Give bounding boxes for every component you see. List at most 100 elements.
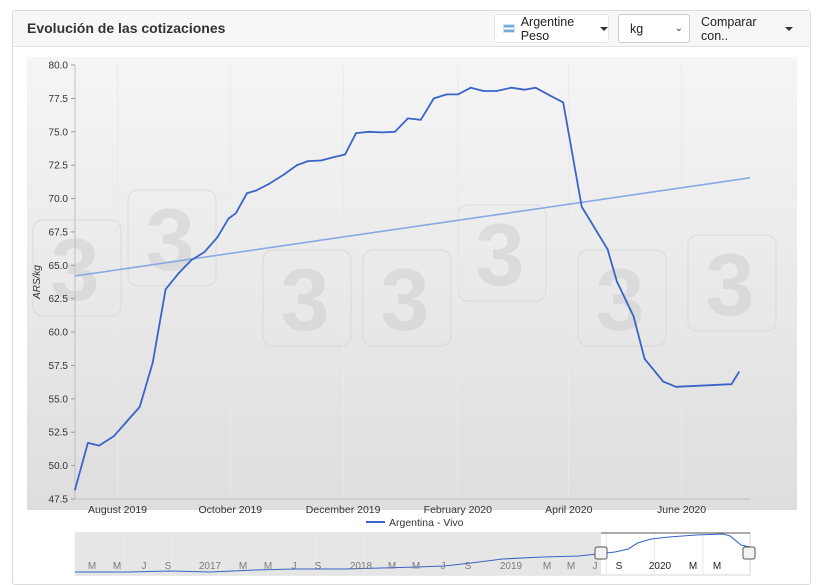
data-point xyxy=(738,371,740,374)
x-tick-label: June 2020 xyxy=(657,504,706,516)
data-point xyxy=(74,488,76,491)
unit-value: kg xyxy=(630,21,644,36)
plot-background xyxy=(27,57,797,510)
x-tick-label: February 2020 xyxy=(424,504,492,516)
navigator-series xyxy=(75,533,751,573)
data-point xyxy=(523,88,526,91)
watermark-logos: 3 33 3 3 3 3 xyxy=(32,189,777,349)
data-point xyxy=(216,236,219,239)
navigator-label: 2018 xyxy=(350,561,373,572)
watermark-frame xyxy=(577,249,667,347)
data-point xyxy=(368,130,370,133)
data-point xyxy=(394,130,396,133)
data-point xyxy=(534,86,537,89)
data-point xyxy=(549,94,552,97)
navigator-label: J xyxy=(142,561,147,572)
data-point xyxy=(662,380,664,383)
y-tick-label: 72.5 xyxy=(49,161,69,172)
data-point xyxy=(255,189,258,192)
data-point xyxy=(495,90,498,92)
navigator-label: 2017 xyxy=(199,561,222,572)
data-point xyxy=(151,361,154,364)
navigator: M M J S 2017 M M J S 2018 M M J S 2019 M M J S 2020 M M xyxy=(74,532,756,576)
data-point xyxy=(320,159,322,162)
y-tick-label: 75.0 xyxy=(49,127,69,138)
navigator-label: M xyxy=(264,561,272,572)
data-point xyxy=(138,405,141,408)
navigator-label: M xyxy=(88,561,96,572)
caret-down-icon xyxy=(600,26,608,31)
y-tick-label: 80.0 xyxy=(49,61,69,72)
x-tick-label: April 2020 xyxy=(545,504,592,516)
navigator-label: M xyxy=(113,561,121,572)
data-point xyxy=(632,315,635,317)
navigator-label: 2020 xyxy=(649,561,672,572)
watermark-logo-glyph: 3 xyxy=(281,250,330,349)
data-point xyxy=(98,444,100,447)
y-tick-label: 50.0 xyxy=(49,461,69,472)
compare-label: Comparar con.. xyxy=(701,14,757,43)
data-point xyxy=(355,132,357,135)
y-tick-label: 47.5 xyxy=(49,495,69,506)
currency-label: Argentine Peso xyxy=(520,14,575,43)
unit-select[interactable]: kg ⌄ xyxy=(618,14,690,43)
y-tick-label: 70.0 xyxy=(49,194,69,205)
navigator-label: M xyxy=(388,561,396,572)
data-point xyxy=(268,182,271,185)
y-tick-label: 55.0 xyxy=(49,394,69,405)
data-point xyxy=(675,385,677,388)
watermark-logo-glyph: 3 xyxy=(476,205,525,304)
x-tick-label: October 2019 xyxy=(199,504,263,516)
data-point xyxy=(344,153,346,156)
data-point xyxy=(87,442,89,444)
y-tick-label: 67.5 xyxy=(49,227,69,238)
data-point xyxy=(190,259,193,261)
data-point xyxy=(381,131,383,134)
data-point xyxy=(469,86,472,89)
argentina-flag-icon xyxy=(503,24,515,33)
watermark-logo-glyph: 3 xyxy=(381,250,430,349)
data-point xyxy=(643,357,646,360)
data-point xyxy=(510,86,513,89)
data-point xyxy=(615,280,618,283)
navigator-label: J xyxy=(292,561,297,572)
data-point xyxy=(730,383,733,386)
y-tick-label: 57.5 xyxy=(49,361,69,372)
navigator-label: M xyxy=(543,561,551,572)
data-point xyxy=(227,217,230,220)
navigator-label: M xyxy=(239,561,247,572)
x-tick-label: August 2019 xyxy=(88,504,147,516)
chevron-down-icon: ⌄ xyxy=(674,23,683,34)
data-point xyxy=(445,93,448,96)
navigator-mask xyxy=(75,533,601,575)
y-tick-label: 52.5 xyxy=(49,428,69,439)
data-point xyxy=(112,435,115,438)
navigator-label: M xyxy=(567,561,575,572)
navigator-right-handle[interactable] xyxy=(742,546,756,560)
data-point xyxy=(177,272,180,275)
data-point xyxy=(125,420,128,423)
panel-header: Evolución de las cotizaciones Argentine … xyxy=(13,11,810,47)
data-point xyxy=(419,118,422,121)
data-point xyxy=(456,93,459,96)
currency-dropdown[interactable]: Argentine Peso xyxy=(494,14,609,43)
navigator-label: M xyxy=(689,561,697,572)
data-point xyxy=(307,160,309,163)
data-point xyxy=(580,205,583,208)
legend: Argentina - Vivo xyxy=(366,517,464,529)
navigator-label: M xyxy=(713,561,721,572)
navigator-label: S xyxy=(616,561,623,572)
navigator-left-handle[interactable] xyxy=(594,546,608,560)
navigator-label: S xyxy=(165,561,172,572)
navigator-label: 2019 xyxy=(500,561,523,572)
data-point xyxy=(246,192,248,195)
data-point xyxy=(296,164,298,167)
y-tick-label: 77.5 xyxy=(49,94,69,105)
watermark-frame xyxy=(687,234,777,332)
data-point xyxy=(406,117,409,120)
data-point xyxy=(562,101,565,104)
caret-down-icon xyxy=(785,26,793,31)
watermark-logo-glyph: 3 xyxy=(706,235,755,334)
compare-dropdown[interactable]: Comparar con.. xyxy=(693,14,793,43)
data-point xyxy=(203,251,206,253)
